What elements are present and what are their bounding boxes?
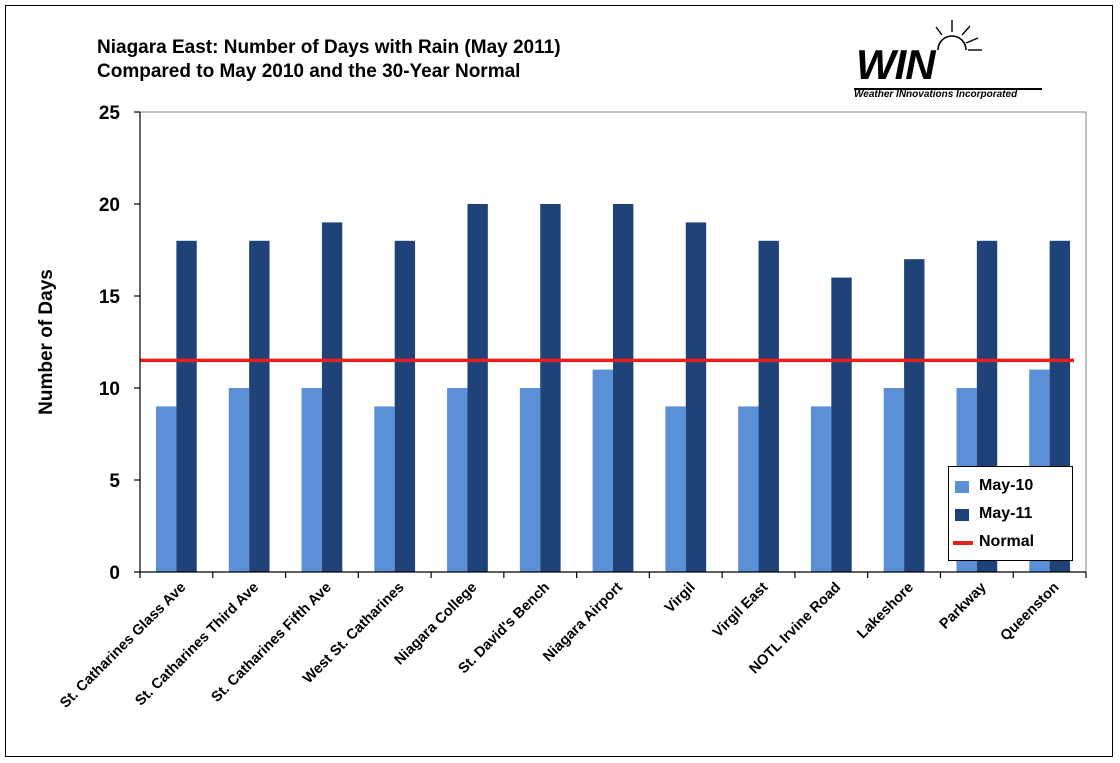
bar-may11-4: [467, 204, 488, 572]
bar-may10-4: [447, 388, 468, 572]
bar-may10-5: [519, 388, 541, 572]
legend-line-normal: [953, 541, 973, 545]
chart-title: Niagara East: Number of Days with Rain (…: [97, 36, 561, 84]
bar-may10-1: [228, 388, 250, 572]
bar-may10-2: [301, 388, 322, 572]
bar-may11-8: [758, 240, 779, 573]
y-tick-label-15: 15: [99, 287, 121, 308]
y-tick-label-25: 25: [99, 103, 121, 124]
legend-item-may11: May-11: [949, 503, 1072, 525]
x-tick-label-8: Virgil East: [710, 579, 771, 640]
bar-may10-0: [156, 406, 177, 572]
legend-item-may10: May-10: [949, 475, 1072, 497]
bar-may11-1: [249, 240, 270, 573]
legend: May-10 May-11 Normal: [948, 466, 1073, 561]
logo-rule: [854, 88, 1042, 90]
bar-may10-9: [810, 406, 832, 572]
x-tick-label-12: Queenston: [998, 580, 1063, 645]
y-tick-label-0: 0: [109, 563, 120, 584]
x-tick-label-10: Lakeshore: [854, 580, 917, 643]
y-axis-label: Number of Days: [36, 269, 57, 415]
legend-label-normal: Normal: [979, 533, 1035, 550]
bar-may11-2: [321, 222, 343, 572]
x-tick-label-0: St. Catharines Glass Ave: [57, 580, 189, 712]
chart-title-line-1: Niagara East: Number of Days with Rain (…: [97, 37, 561, 58]
legend-label-may11: May-11: [979, 505, 1033, 522]
x-tick-label-11: Parkway: [937, 580, 990, 633]
legend-label-may10: May-10: [979, 477, 1034, 494]
x-tick-label-7: Virgil: [662, 580, 699, 617]
logo-text: WIN: [856, 41, 936, 88]
bar-may11-5: [540, 204, 561, 572]
y-tick-labels: 0 5 10 15 20 25: [99, 103, 121, 584]
legend-swatch-may10: [955, 481, 969, 493]
legend-swatch-may11: [955, 509, 969, 521]
bar-may10-6: [592, 369, 613, 572]
y-tick-label-10: 10: [99, 379, 120, 400]
bar-may11-0: [176, 240, 197, 573]
bar-may10-8: [738, 406, 759, 572]
win-logo: WIN Weather INnovations Incorporated: [848, 14, 1068, 110]
bar-may11-6: [613, 204, 634, 572]
bar-may11-7: [685, 222, 707, 572]
bars-group: [156, 204, 1070, 573]
bar-may11-9: [831, 277, 852, 572]
chart-title-line-2: Compared to May 2010 and the 30-Year Nor…: [97, 61, 521, 82]
legend-item-normal: Normal: [949, 531, 1072, 553]
bar-may10-3: [374, 406, 395, 572]
logo-subtitle: Weather INnovations Incorporated: [854, 89, 1018, 100]
bar-may10-10: [883, 388, 905, 572]
bar-may11-3: [394, 240, 416, 573]
bar-may11-10: [904, 259, 925, 572]
x-tick-label-6: Niagara Airport: [540, 579, 626, 665]
y-tick-label-5: 5: [109, 471, 120, 492]
x-tick-label-2: St. Catharines Fifth Ave: [209, 580, 335, 706]
axes-group: [134, 111, 1087, 578]
x-tick-label-1: St. Catharines Third Ave: [132, 580, 262, 710]
y-tick-label-20: 20: [99, 195, 120, 216]
bar-may10-7: [665, 406, 686, 572]
sun-icon: [935, 20, 982, 51]
